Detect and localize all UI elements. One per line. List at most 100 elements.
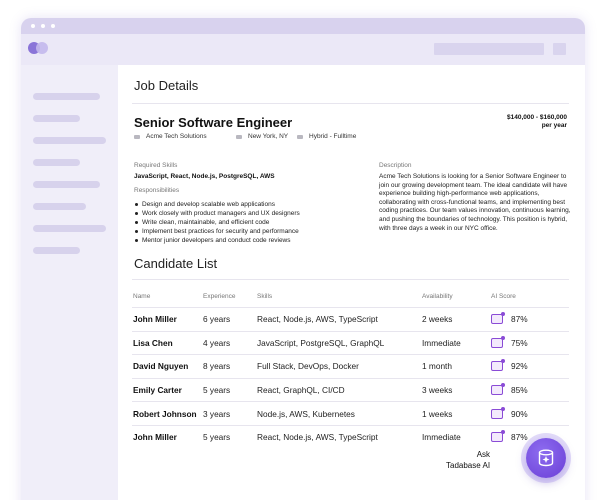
column-header-skills[interactable]: Skills — [257, 292, 273, 300]
candidate-ai-score: 75% — [491, 332, 528, 355]
app-toolbar — [21, 34, 585, 65]
responsibility-item: Mentor junior developers and conduct cod… — [134, 236, 300, 245]
candidate-skills: Node.js, AWS, Kubernetes — [257, 408, 355, 419]
column-header-experience[interactable]: Experience — [203, 292, 236, 300]
responsibility-item: Write clean, maintainable, and efficient… — [134, 218, 300, 227]
candidate-experience: 5 years — [203, 385, 231, 396]
responsibility-item: Work closely with product managers and U… — [134, 209, 300, 218]
candidate-name: John Miller — [133, 314, 177, 325]
candidate-name: Emily Carter — [133, 385, 182, 396]
candidate-availability: 1 month — [422, 361, 452, 372]
ai-score-icon — [491, 335, 505, 348]
company-name: Acme Tech Solutions — [146, 133, 207, 140]
sidebar — [21, 65, 118, 500]
candidate-availability: 2 weeks — [422, 314, 453, 325]
work-type: Hybrid - Fulltime — [309, 133, 357, 140]
ai-score-icon — [491, 359, 505, 372]
window-dot-icon[interactable] — [31, 24, 35, 28]
sidebar-item[interactable] — [33, 181, 100, 188]
candidate-availability: Immediate — [422, 337, 461, 348]
candidate-experience: 3 years — [203, 408, 231, 419]
ai-score-value: 75% — [511, 337, 528, 348]
location: New York, NY — [248, 133, 289, 140]
table-row[interactable]: John Miller 6 years React, Node.js, AWS,… — [132, 307, 569, 331]
candidate-name: David Nguyen — [133, 361, 189, 372]
skills-label: Required Skills — [134, 162, 178, 169]
salary-period: per year — [541, 122, 567, 129]
candidate-experience: 8 years — [203, 361, 231, 372]
table-row[interactable]: Lisa Chen 4 years JavaScript, PostgreSQL… — [132, 330, 569, 355]
salary: $140,000 - $160,000 per year — [507, 114, 567, 130]
table-header: Name Experience Skills Availability AI S… — [132, 285, 569, 307]
tag-icon — [236, 134, 242, 139]
salary-range: $140,000 - $160,000 — [507, 114, 567, 121]
window-dot-icon[interactable] — [41, 24, 45, 28]
meta-company: Acme Tech Solutions — [134, 133, 207, 140]
column-header-availability[interactable]: Availability — [422, 292, 453, 300]
app-logo-icon — [36, 42, 48, 54]
candidate-skills: Full Stack, DevOps, Docker — [257, 361, 359, 372]
ai-score-value: 92% — [511, 361, 528, 372]
candidate-name: Robert Johnson — [133, 408, 197, 419]
ai-score-value: 87% — [511, 314, 528, 325]
description-text: Acme Tech Solutions is looking for a Sen… — [379, 173, 571, 232]
candidate-table: Name Experience Skills Availability AI S… — [132, 285, 569, 449]
ai-score-icon — [491, 312, 505, 325]
meta-work-type: Hybrid - Fulltime — [297, 133, 356, 140]
page-title: Job Details — [134, 78, 199, 93]
window-dot-icon[interactable] — [51, 24, 55, 28]
candidate-availability: Immediate — [422, 432, 461, 443]
table-row[interactable]: Robert Johnson 3 years Node.js, AWS, Kub… — [132, 401, 569, 425]
candidate-skills: React, GraphQL, CI/CD — [257, 385, 345, 396]
window-titlebar — [21, 18, 585, 34]
column-header-ai-score[interactable]: AI Score — [491, 292, 516, 300]
candidate-ai-score: 87% — [491, 426, 528, 449]
candidate-ai-score: 90% — [491, 402, 528, 425]
candidate-availability: 1 weeks — [422, 408, 453, 419]
job-title: Senior Software Engineer — [134, 115, 293, 130]
ai-score-value: 90% — [511, 408, 528, 419]
toolbar-search-bar[interactable] — [434, 43, 544, 55]
ask-ai-label[interactable]: Ask Tadabase AI — [446, 449, 490, 471]
sidebar-item[interactable] — [33, 225, 106, 232]
meta-location: New York, NY — [236, 133, 288, 140]
candidate-experience: 5 years — [203, 432, 231, 443]
skills-value: JavaScript, React, Node.js, PostgreSQL, … — [134, 173, 275, 180]
candidate-skills: React, Node.js, AWS, TypeScript — [257, 432, 378, 443]
ai-sparkle-icon — [538, 449, 554, 467]
ask-ai-label-line2: Tadabase AI — [446, 461, 491, 470]
column-header-name[interactable]: Name — [133, 292, 151, 300]
candidate-name: John Miller — [133, 432, 177, 443]
responsibility-item: Design and develop scalable web applicat… — [134, 200, 300, 209]
candidate-ai-score: 85% — [491, 379, 528, 402]
sidebar-item[interactable] — [33, 115, 80, 122]
candidate-experience: 6 years — [203, 314, 231, 325]
sidebar-item[interactable] — [33, 247, 80, 254]
divider — [132, 103, 569, 104]
candidate-skills: JavaScript, PostgreSQL, GraphQL — [257, 337, 385, 348]
sidebar-item[interactable] — [33, 159, 80, 166]
candidate-ai-score: 92% — [491, 355, 528, 378]
ai-score-value: 85% — [511, 385, 528, 396]
responsibilities-label: Responsibilities — [134, 187, 180, 194]
table-row[interactable]: John Miller 5 years React, Node.js, AWS,… — [132, 424, 569, 449]
candidate-ai-score: 87% — [491, 308, 528, 331]
toolbar-button[interactable] — [553, 43, 566, 55]
ai-score-icon — [491, 430, 505, 443]
tag-icon — [297, 134, 303, 139]
table-row[interactable]: David Nguyen 8 years Full Stack, DevOps,… — [132, 354, 569, 378]
ai-score-icon — [491, 383, 505, 396]
candidate-skills: React, Node.js, AWS, TypeScript — [257, 314, 378, 325]
app-window: Job Details Senior Software Engineer $14… — [21, 18, 585, 500]
ask-ai-label-line1: Ask — [476, 450, 491, 459]
table-row[interactable]: Emily Carter 5 years React, GraphQL, CI/… — [132, 377, 569, 402]
candidate-list-title: Candidate List — [134, 256, 218, 271]
candidate-availability: 3 weeks — [422, 385, 453, 396]
responsibilities-list: Design and develop scalable web applicat… — [134, 200, 300, 245]
sidebar-item[interactable] — [33, 203, 86, 210]
ai-score-icon — [491, 406, 505, 419]
ask-ai-button[interactable] — [526, 438, 566, 478]
sidebar-item[interactable] — [33, 137, 106, 144]
sidebar-item[interactable] — [33, 93, 100, 100]
tag-icon — [134, 134, 140, 139]
